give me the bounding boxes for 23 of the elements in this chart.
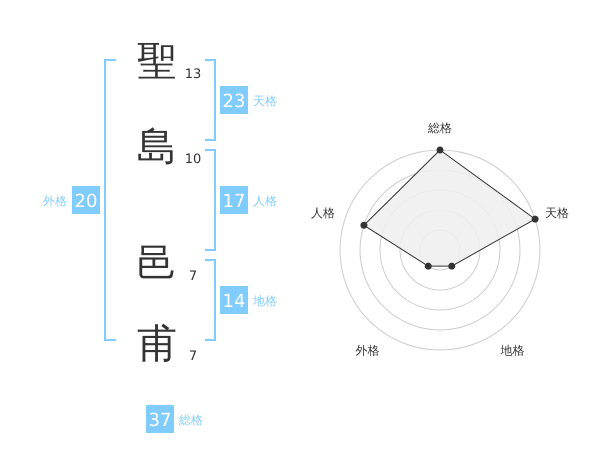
text: 20 bbox=[74, 191, 98, 212]
data-label: 7 bbox=[188, 349, 198, 364]
spoke-label: 地格 bbox=[499, 344, 524, 358]
data-label: 10 bbox=[184, 152, 202, 167]
data-label: 7 bbox=[188, 269, 198, 284]
category-label: 島 bbox=[137, 124, 177, 170]
spoke-label: 外格 bbox=[356, 344, 380, 358]
category-label: 邑 bbox=[137, 241, 177, 287]
spoke-label: 天格 bbox=[544, 206, 569, 220]
text: 23 bbox=[222, 91, 246, 112]
text: 総格 bbox=[178, 413, 203, 427]
text: 14 bbox=[222, 291, 246, 312]
text: 17 bbox=[222, 191, 246, 212]
text: 人格 bbox=[253, 194, 277, 208]
spoke-label: 人格 bbox=[311, 206, 336, 220]
category-label: 甫 bbox=[137, 321, 177, 367]
category-label: 聖 bbox=[137, 39, 177, 85]
text: 天格 bbox=[253, 94, 277, 108]
spoke-label: 総格 bbox=[427, 121, 452, 135]
data-label: 13 bbox=[184, 67, 202, 82]
text: 外格 bbox=[43, 194, 67, 208]
text: 37 bbox=[148, 410, 172, 431]
text: 地格 bbox=[252, 294, 277, 308]
